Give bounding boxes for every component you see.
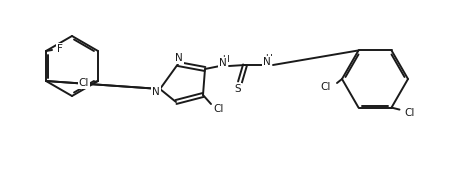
Text: N: N [175,53,183,63]
Text: H: H [222,54,229,64]
Text: N: N [263,57,271,67]
Text: Cl: Cl [321,82,331,92]
Text: N: N [219,58,227,68]
Text: Cl: Cl [214,104,224,114]
Text: N: N [152,87,160,97]
Text: Cl: Cl [79,78,89,88]
Text: F: F [57,44,63,54]
Text: Cl: Cl [404,108,415,118]
Text: H: H [266,54,272,62]
Text: S: S [235,84,241,94]
